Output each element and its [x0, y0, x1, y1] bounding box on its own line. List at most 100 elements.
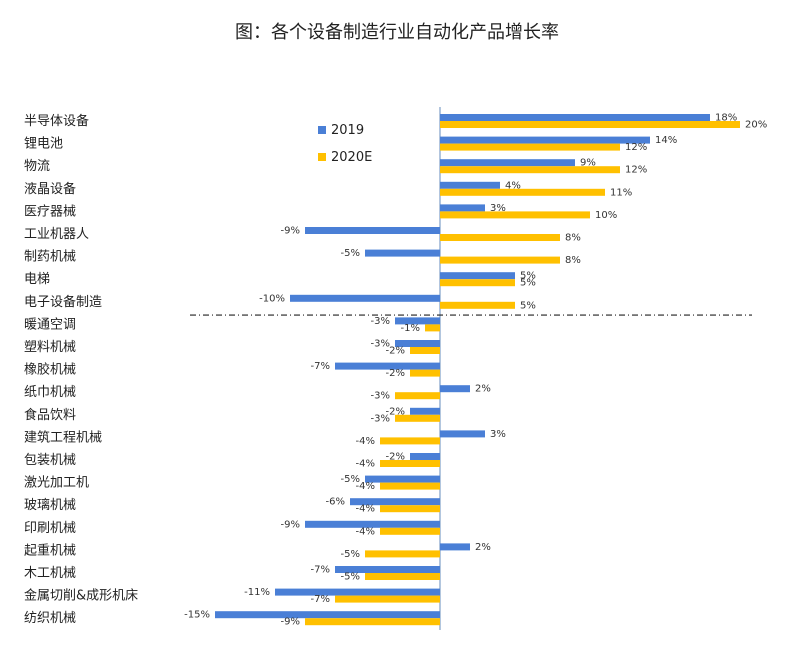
bar-2020E: [440, 301, 515, 309]
bar-2020E: [305, 618, 440, 626]
data-label: 20%: [745, 120, 767, 131]
bar-2020E: [440, 279, 515, 287]
data-label: -3%: [371, 391, 390, 402]
bar-2019: [440, 159, 575, 167]
bar-2020E: [440, 234, 560, 241]
bar-2020E: [410, 347, 440, 354]
category-label: 木工机械: [24, 566, 76, 581]
data-label: -2%: [386, 346, 405, 357]
category-label: 电梯: [24, 272, 50, 287]
bar-2019: [350, 498, 440, 506]
category-label: 包装机械: [24, 453, 76, 468]
category-label: 激光加工机: [24, 476, 89, 491]
data-label: -6%: [326, 497, 345, 508]
bar-2020E: [440, 143, 620, 151]
data-label: -1%: [401, 323, 420, 334]
category-label: 金属切削&成形机床: [24, 588, 138, 604]
bar-2020E: [380, 460, 440, 467]
bar-2019: [410, 453, 440, 460]
category-label: 工业机器人: [24, 227, 89, 242]
bar-2020E: [380, 505, 440, 513]
bar-2019: [365, 249, 440, 257]
data-label: 11%: [610, 187, 632, 198]
legend-label-2019: 2019: [331, 123, 364, 138]
bar-2020E: [335, 595, 440, 603]
data-label: 3%: [490, 203, 506, 214]
data-label: -4%: [356, 436, 375, 447]
legend-swatch-2019: [318, 126, 326, 134]
bar-2020E: [395, 414, 440, 422]
category-label: 玻璃机械: [24, 498, 76, 513]
data-label: -10%: [259, 293, 285, 304]
bar-2019: [365, 475, 440, 483]
category-label: 物流: [24, 159, 50, 174]
data-label: -4%: [356, 481, 375, 492]
bar-2020E: [365, 573, 440, 580]
data-label: -2%: [386, 406, 405, 417]
data-label: -4%: [356, 459, 375, 470]
bar-2019: [305, 520, 440, 528]
data-label: -5%: [341, 572, 360, 583]
bar-2019: [395, 317, 440, 325]
data-label: -3%: [371, 316, 390, 327]
data-label: -2%: [386, 452, 405, 463]
data-label: -9%: [281, 617, 300, 628]
bar-2019: [440, 181, 500, 189]
bar-2020E: [440, 211, 590, 219]
bar-2019: [275, 588, 440, 596]
category-label: 制药机械: [24, 250, 76, 265]
data-label: -4%: [356, 504, 375, 515]
legend-label-2020E: 2020E: [331, 150, 372, 165]
category-label: 暖通空调: [24, 317, 76, 332]
bar-2019: [395, 340, 440, 347]
data-label: 2%: [475, 384, 491, 395]
bar-2020E: [440, 256, 560, 264]
chart-title: 图：各个设备制造行业自动化产品增长率: [235, 22, 559, 43]
data-label: 5%: [520, 271, 536, 282]
category-label: 医疗器械: [24, 204, 76, 219]
data-label: 14%: [655, 135, 677, 146]
data-label: -4%: [356, 526, 375, 537]
data-label: -9%: [281, 226, 300, 237]
data-label: -9%: [281, 519, 300, 530]
bar-2019: [335, 566, 440, 573]
category-label: 起重机械: [24, 542, 76, 558]
data-label: -3%: [371, 339, 390, 350]
data-label: -7%: [311, 565, 330, 576]
bar-2019: [305, 227, 440, 234]
category-label: 半导体设备: [24, 113, 89, 129]
data-label: -2%: [386, 368, 405, 379]
bar-2019: [215, 611, 440, 619]
category-label: 纸巾机械: [24, 385, 76, 400]
data-label: 3%: [490, 429, 506, 440]
bar-2020E: [380, 482, 440, 490]
bar-2020E: [425, 324, 440, 332]
category-label: 纺织机械: [24, 611, 76, 626]
data-label: 2%: [475, 542, 491, 553]
bar-2020E: [440, 188, 605, 196]
data-label: 5%: [520, 300, 536, 311]
data-label: 4%: [505, 180, 521, 191]
data-label: 8%: [565, 233, 581, 244]
data-label: -7%: [311, 594, 330, 605]
data-label: 10%: [595, 210, 617, 221]
category-label: 电子设备制造: [24, 294, 102, 310]
bar-2020E: [410, 369, 440, 377]
data-label: -15%: [184, 610, 210, 621]
data-label: -5%: [341, 248, 360, 259]
bar-2019: [440, 136, 650, 144]
bar-2019: [440, 114, 710, 121]
category-label: 液晶设备: [24, 181, 76, 197]
data-label: -5%: [341, 549, 360, 560]
category-label: 建筑工程机械: [24, 429, 102, 445]
bar-2019: [440, 543, 470, 551]
data-label: -3%: [371, 413, 390, 424]
bar-2020E: [440, 121, 740, 128]
data-label: 8%: [565, 255, 581, 266]
bar-2019: [290, 294, 440, 302]
data-label: -7%: [311, 361, 330, 372]
bar-2020E: [365, 550, 440, 558]
data-label: 9%: [580, 158, 596, 169]
